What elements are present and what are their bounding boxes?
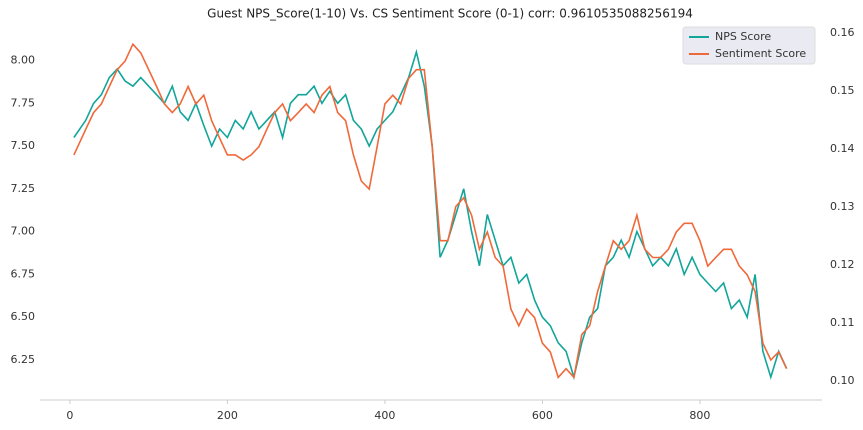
y2-tick-label: 0.13 [830, 200, 855, 213]
y2-tick-label: 0.10 [830, 374, 855, 387]
y-tick-label: 7.25 [11, 182, 36, 195]
series-line [73, 42, 788, 380]
legend-box [682, 26, 816, 65]
x-tick-label: 800 [689, 409, 710, 422]
y2-tick-label: 0.12 [830, 258, 855, 271]
y-tick-label: 7.50 [11, 139, 36, 152]
y-tick-label: 7.75 [11, 96, 36, 109]
x-tick-label: 200 [217, 409, 238, 422]
x-tick-label: 400 [374, 409, 395, 422]
y-tick-label: 8.00 [11, 54, 36, 67]
x-tick-label: 600 [532, 409, 553, 422]
legend-label: Sentiment Score [715, 47, 806, 60]
y-tick-label: 6.50 [11, 310, 36, 323]
y2-tick-label: 0.15 [830, 84, 855, 97]
x-tick-label: 0 [66, 409, 73, 422]
chart-title: Guest NPS_Score(1-10) Vs. CS Sentiment S… [207, 7, 693, 21]
y2-tick-label: 0.16 [830, 26, 855, 39]
y-tick-label: 6.25 [11, 353, 36, 366]
y-tick-label: 6.75 [11, 267, 36, 280]
y-tick-label: 7.00 [11, 225, 36, 238]
y2-tick-label: 0.11 [830, 316, 855, 329]
legend-label: NPS Score [715, 30, 771, 43]
y2-tick-label: 0.14 [830, 142, 855, 155]
